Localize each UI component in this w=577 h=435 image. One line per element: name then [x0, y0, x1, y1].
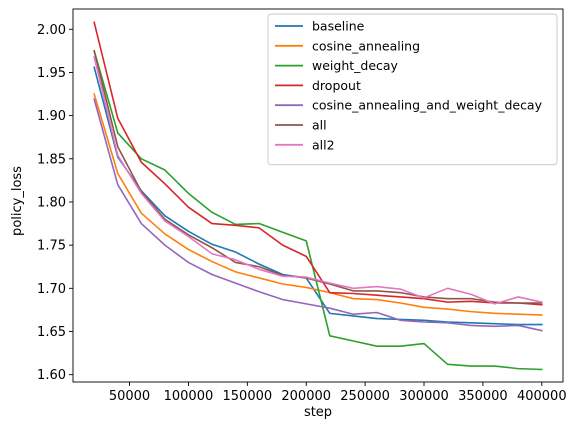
legend: baseline cosine_annealing weight_decaydrop…: [267, 13, 558, 166]
y-tick-label: 1.90: [37, 109, 66, 124]
y-tick-label: 1.95: [37, 66, 66, 81]
legend-label-cosine_annealing_and_weight_decay: cosine_annealing_and_weight_decay: [312, 98, 543, 113]
y-tick-label: 1.60: [37, 368, 66, 383]
y-tick-label: 1.85: [37, 152, 66, 167]
x-tick-label: 400000: [517, 389, 567, 404]
axes: [72, 8, 564, 383]
legend-label-all2: all2: [312, 137, 335, 152]
legend-label-all: all: [312, 118, 327, 133]
x-tick-label: 300000: [399, 389, 449, 404]
y-tick-label: 1.80: [37, 195, 66, 210]
x-tick-label: 350000: [458, 389, 508, 404]
series-line-all2: [93, 55, 543, 305]
y-axis-ticks: 1.60 1.65 1.70 1.75 1.80 1.85 1.90 1.95 2.00: [37, 23, 73, 383]
x-tick-label: 250000: [340, 389, 390, 404]
y-tick-label: 1.75: [37, 239, 66, 254]
x-tick-label: 150000: [223, 389, 273, 404]
series-line-cosine_annealing_and_weight_decay: [93, 98, 543, 332]
legend-label-cosine_annealing: cosine_annealing: [312, 38, 420, 53]
y-tick-label: 2.00: [37, 23, 66, 38]
series-line-dropout: [93, 21, 543, 306]
series-line-weight_decay: [93, 49, 543, 371]
legend-label-weight_decay: weight_decay: [312, 58, 399, 73]
x-tick-label: 50000: [109, 389, 150, 404]
y-axis-label: policy_loss: [10, 166, 25, 236]
x-tick-label: 200000: [281, 389, 331, 404]
x-tick-label: 100000: [164, 389, 214, 404]
legend-label-baseline: baseline: [312, 19, 365, 34]
x-axis-label: step: [304, 405, 332, 420]
series-line-baseline: [93, 66, 543, 326]
plot-frame: [72, 8, 564, 383]
legend-label-dropout: dropout: [312, 78, 361, 93]
x-axis-ticks: 50000 100000 150000 200000 250000 300000 35000…: [109, 382, 567, 404]
y-tick-label: 1.70: [37, 282, 66, 297]
y-tick-label: 1.65: [37, 325, 66, 340]
series-lines: [93, 21, 543, 371]
legend-box: [267, 13, 558, 166]
series-line-all: [93, 49, 543, 304]
